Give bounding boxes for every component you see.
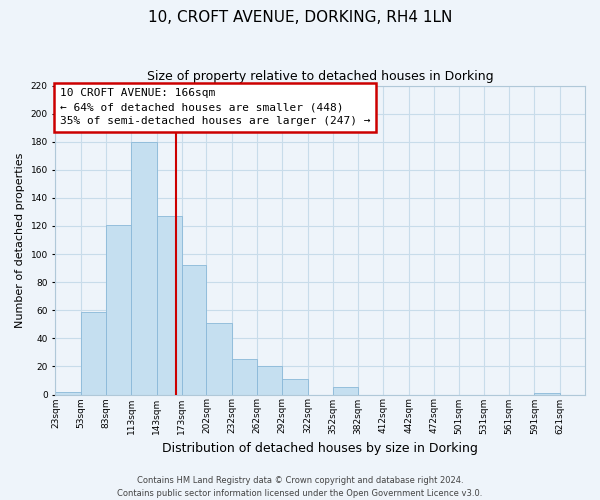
Title: Size of property relative to detached houses in Dorking: Size of property relative to detached ho… — [147, 70, 494, 83]
Bar — [182, 266, 206, 394]
X-axis label: Distribution of detached houses by size in Dorking: Distribution of detached houses by size … — [162, 442, 478, 455]
Y-axis label: Number of detached properties: Number of detached properties — [15, 152, 25, 328]
Bar — [131, 142, 157, 394]
Bar — [333, 388, 358, 394]
Bar — [232, 360, 257, 394]
Bar — [55, 392, 81, 394]
Bar — [282, 379, 308, 394]
Bar — [81, 312, 106, 394]
Text: Contains HM Land Registry data © Crown copyright and database right 2024.
Contai: Contains HM Land Registry data © Crown c… — [118, 476, 482, 498]
Text: 10, CROFT AVENUE, DORKING, RH4 1LN: 10, CROFT AVENUE, DORKING, RH4 1LN — [148, 10, 452, 25]
Bar — [106, 224, 131, 394]
Bar — [157, 216, 182, 394]
Bar — [535, 393, 560, 394]
Text: 10 CROFT AVENUE: 166sqm
← 64% of detached houses are smaller (448)
35% of semi-d: 10 CROFT AVENUE: 166sqm ← 64% of detache… — [59, 88, 370, 126]
Bar — [206, 323, 232, 394]
Bar — [257, 366, 282, 394]
